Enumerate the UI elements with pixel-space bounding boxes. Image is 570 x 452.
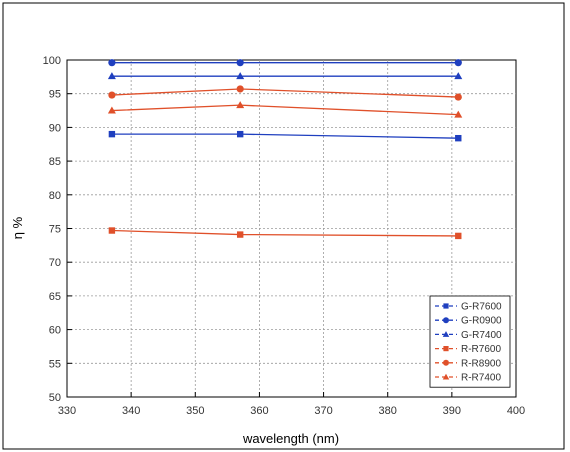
legend-entry: G-R7600 [435,302,502,313]
legend-entry: R-R7600 [435,344,501,355]
legend-label: R-R8900 [461,358,501,369]
series-r-r8900 [108,85,462,101]
series-r-r7400 [107,101,463,118]
data-point [454,72,463,80]
series-layer [107,59,463,240]
data-point [454,59,462,67]
x-tick-label: 380 [379,405,397,417]
y-axis-label: η % [10,216,25,239]
data-point [107,106,116,114]
data-point [236,59,244,67]
x-tick-label: 350 [186,405,204,417]
legend-marker [442,331,450,337]
x-tick-label: 340 [122,405,140,417]
grid-lines [67,60,516,397]
legend-entry: R-R8900 [435,358,501,369]
data-point [107,72,116,80]
data-point [454,110,463,118]
legend-marker [443,359,449,366]
data-point [454,93,462,101]
legend-marker [443,303,449,309]
x-tick-label: 400 [507,405,525,417]
x-axis: 330 340 350 360 370 380 390 400 [58,392,525,417]
series-g-r7400 [107,72,463,80]
legend-label: R-R7600 [461,344,501,355]
y-tick-label: 95 [49,89,61,101]
y-axis: 50 55 60 65 70 75 80 85 90 95 100 [43,55,72,404]
legend-marker [443,346,449,352]
legend-entry: R-R7400 [435,373,501,384]
data-point [108,59,116,67]
data-point [455,232,462,240]
y-tick-label: 85 [49,156,61,168]
y-tick-label: 100 [43,55,61,67]
y-tick-label: 75 [49,224,61,236]
x-tick-label: 390 [443,405,461,417]
legend-marker [443,317,449,324]
x-axis-label: wavelength (nm) [242,431,339,446]
data-point [236,72,245,80]
data-point [108,91,116,99]
data-point [236,130,244,138]
y-tick-label: 90 [49,122,61,134]
y-tick-label: 50 [49,392,61,404]
legend-label: R-R7400 [461,373,501,384]
legend-label: G-R7600 [461,302,502,313]
data-point [108,130,116,138]
data-point [455,134,462,142]
series-g-r7600 [108,130,462,142]
data-point [236,85,244,93]
legend-entry: G-R7400 [435,330,502,341]
x-tick-label: 360 [250,405,268,417]
legend-marker [442,373,450,380]
legend-label: G-R7400 [461,330,502,341]
data-point [236,231,244,238]
y-tick-label: 60 [49,325,61,337]
data-point [236,101,245,109]
y-tick-label: 55 [49,358,61,370]
series-r-r7600 [108,227,462,240]
series-g-r0900 [108,59,462,67]
y-tick-label: 80 [49,190,61,202]
legend-box [429,295,511,388]
x-tick-label: 330 [58,405,76,417]
legend-label: G-R0900 [461,316,502,327]
legend: G-R7600 G-R0900 G-R7400 R-R7600 R-R8900 R-R74… [429,295,511,388]
y-tick-label: 70 [49,257,61,269]
x-tick-label: 370 [314,405,332,417]
legend-entry: G-R0900 [435,316,502,327]
data-point [108,227,116,234]
y-tick-label: 65 [49,291,61,303]
